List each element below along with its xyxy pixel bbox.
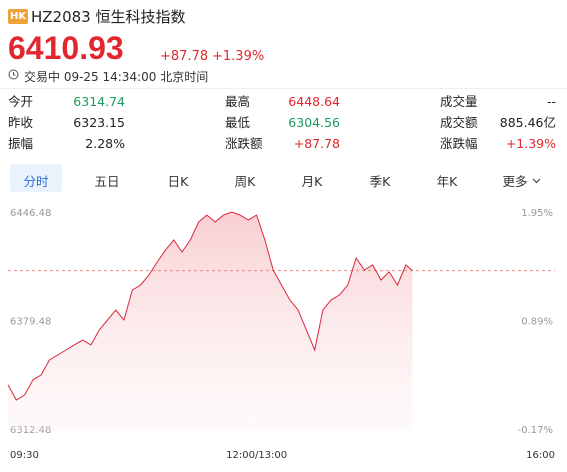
stat-value: 6314.74 (73, 94, 125, 109)
stat-label: 振幅 (8, 136, 34, 151)
status: 交易中 09-25 14:34:00 北京时间 (24, 70, 209, 84)
stat-label: 涨跌额 (225, 136, 263, 151)
stat-label: 昨收 (8, 115, 34, 130)
tab[interactable]: 周K (234, 174, 256, 189)
stat-value: 885.46亿 (499, 115, 556, 130)
stat-label: 最低 (225, 115, 251, 130)
divider (0, 88, 567, 89)
tab[interactable]: 季K (369, 174, 391, 189)
y2-tick-label: 1.95% (521, 208, 553, 219)
stat-value: 6323.15 (73, 115, 125, 130)
change: +87.78 (160, 49, 209, 64)
tab-highlight (10, 164, 62, 192)
stat-label: 今开 (8, 94, 34, 109)
tab[interactable]: 日K (167, 174, 189, 189)
price-line (7, 211, 413, 401)
chevron-path (532, 178, 541, 184)
chart: 6446.48 6379.48 6312.48 1.95% 0.89% -0.17% 09:… (7, 208, 555, 461)
stat-value: 2.28% (85, 136, 125, 151)
clock-icon (8, 69, 19, 80)
stock-title: HZ2083 恒生科技指数 (31, 8, 186, 26)
stat-label: 涨跌幅 (440, 136, 478, 151)
tab[interactable]: 五日 (94, 174, 120, 189)
tab[interactable]: 更多 (502, 174, 528, 189)
stat-label: 成交额 (440, 115, 478, 130)
area (8, 212, 413, 430)
y2-tick-label: 0.89% (521, 317, 553, 328)
market-badge: HK (8, 9, 29, 24)
tab[interactable]: 月K (301, 174, 323, 189)
x-tick-label: 16:00 (526, 450, 555, 461)
stat-value: 6304.56 (288, 115, 340, 130)
stat-label: 最高 (225, 94, 251, 109)
x-tick-label: 12:00/13:00 (226, 450, 287, 461)
stat-value: 6448.64 (288, 94, 340, 109)
y-tick-label: 6379.48 (10, 317, 51, 328)
change-pct: +1.39% (212, 49, 265, 64)
tab[interactable]: 年K (436, 174, 458, 189)
stat-value: -- (546, 94, 556, 109)
chevron (532, 178, 541, 184)
x-tick-label: 09:30 (10, 450, 39, 461)
y-tick-label: 6446.48 (10, 208, 51, 219)
stat-value: +87.78 (293, 136, 340, 151)
tab[interactable]: 分时 (23, 174, 49, 189)
stat-label: 成交量 (440, 94, 478, 109)
y2-tick-label: -0.17% (518, 425, 553, 436)
stat-value: +1.39% (505, 136, 556, 151)
price: 6410.93 (8, 30, 124, 66)
y-tick-label: 6312.48 (10, 425, 51, 436)
